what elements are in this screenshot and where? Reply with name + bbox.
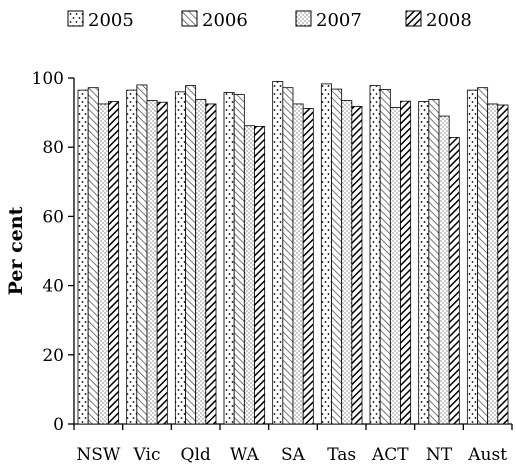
bar-2007-aust (487, 103, 499, 425)
bar-2006-aust (477, 87, 489, 425)
bar-2005-vic (126, 89, 138, 425)
bar-2006-wa (233, 94, 245, 425)
bar-2005-wa (223, 92, 235, 425)
x-tick-label: Aust (467, 445, 507, 465)
bar-2005-aust (466, 89, 478, 425)
bars (77, 81, 509, 425)
y-tick-label: 40 (42, 277, 64, 297)
bar-2006-nt (428, 99, 440, 425)
bar-2005-nsw (77, 89, 89, 425)
x-tick-label: NSW (76, 445, 121, 465)
bar-2008-act (400, 100, 412, 425)
y-tick-label: 80 (42, 138, 64, 158)
bar-2008-aust (497, 104, 509, 425)
legend-label-2008: 2008 (426, 10, 472, 31)
x-tick-label: NT (426, 445, 453, 465)
bar-2008-vic (156, 101, 168, 425)
x-tick-label: SA (281, 445, 306, 465)
legend-swatch-2005 (67, 10, 84, 27)
bar-2007-act (389, 107, 401, 425)
x-tick-label: Vic (133, 445, 161, 465)
bar-2008-nt (448, 137, 460, 425)
bar-2005-nt (418, 101, 430, 425)
bar-2006-tas (331, 88, 343, 425)
bar-2005-sa (272, 81, 284, 425)
x-tick-label: Tas (327, 445, 356, 465)
legend-label-2005: 2005 (88, 10, 134, 31)
bar-2007-nt (438, 115, 450, 425)
bar-2007-wa (243, 125, 255, 425)
y-axis-title: Per cent (5, 206, 27, 295)
axis-labels: 0 20 40 60 80 100 Per cent NSW Vic Qld WA SA Tas ACT N… (5, 69, 507, 465)
bar-2008-sa (302, 108, 314, 425)
bar-2006-sa (282, 87, 294, 425)
legend: 2005 2006 2007 2008 (67, 10, 472, 31)
legend-swatch-2007 (295, 10, 312, 27)
y-tick-label: 100 (32, 69, 64, 89)
bar-2008-tas (351, 105, 363, 425)
bar-2005-tas (320, 83, 332, 425)
bar-2005-act (369, 85, 381, 425)
x-tick-label: Qld (181, 445, 211, 465)
x-tick-label: WA (230, 445, 260, 465)
bar-2006-nsw (87, 87, 99, 425)
bar-2005-qld (174, 91, 186, 425)
y-tick-label: 0 (53, 415, 64, 435)
legend-swatch-2008 (405, 10, 422, 27)
bar-2008-wa (254, 126, 266, 425)
y-tick-label: 20 (42, 346, 64, 366)
bar-2008-qld (205, 103, 217, 425)
bar-2007-qld (195, 99, 207, 425)
bar-2006-act (379, 89, 391, 425)
bar-2008-nsw (108, 101, 120, 425)
bar-2007-sa (292, 103, 304, 425)
bar-2007-vic (146, 100, 158, 425)
legend-label-2006: 2006 (202, 10, 248, 31)
y-tick-label: 60 (42, 207, 64, 227)
legend-swatch-2006 (181, 10, 198, 27)
bar-2007-tas (341, 100, 353, 425)
legend-label-2007: 2007 (316, 10, 362, 31)
x-tick-label: ACT (371, 445, 409, 465)
bar-2006-qld (185, 85, 197, 425)
bar-2007-nsw (97, 103, 109, 425)
bar-2006-vic (136, 84, 148, 425)
